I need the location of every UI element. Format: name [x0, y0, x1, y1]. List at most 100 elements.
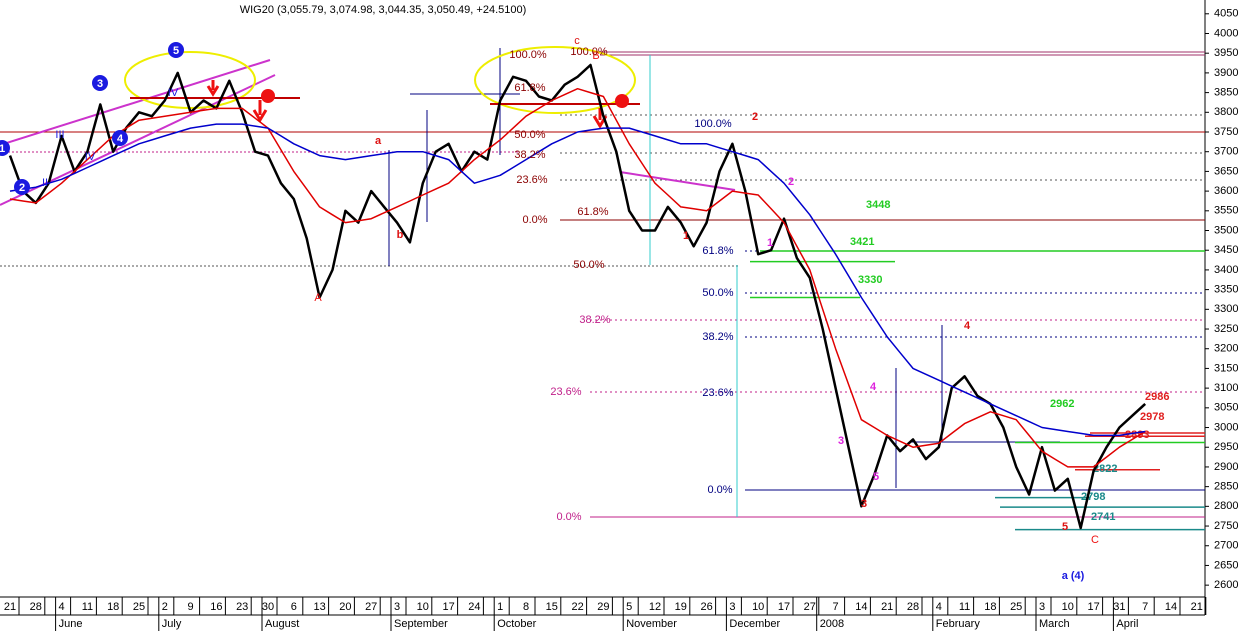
- y-tick-label: 2700: [1214, 540, 1238, 552]
- x-tick-label: 27: [804, 601, 816, 613]
- x-tick-label: 23: [236, 601, 248, 613]
- level-label: 3421: [850, 236, 874, 248]
- annotation: A: [314, 292, 322, 304]
- x-tick-label: 16: [210, 601, 222, 613]
- y-tick-label: 3050: [1214, 402, 1238, 414]
- annotation: c: [574, 35, 580, 47]
- level-label: 2986: [1145, 391, 1169, 403]
- x-tick-label: 11: [82, 601, 93, 613]
- wave-circle: [168, 42, 184, 58]
- signal-dot: [261, 89, 275, 103]
- x-tick-label: 3: [1039, 601, 1045, 613]
- annotation: B: [592, 50, 599, 62]
- annotation: 23.6%: [702, 387, 733, 399]
- month-label: February: [936, 618, 981, 630]
- y-tick-label: 4050: [1214, 8, 1238, 20]
- chart-title: WIG20 (3,055.79, 3,074.98, 3,044.35, 3,0…: [240, 4, 527, 16]
- annotation: 38.2%: [579, 314, 610, 326]
- annotation: 50.0%: [573, 259, 604, 271]
- x-tick-label: 28: [907, 601, 919, 613]
- annotation: 38.2%: [514, 149, 545, 161]
- annotation: 2: [752, 111, 758, 123]
- y-tick-label: 3450: [1214, 244, 1238, 256]
- x-tick-label: 24: [468, 601, 480, 613]
- decor: [0, 0, 1206, 616]
- x-tick-label: 20: [339, 601, 351, 613]
- x-tick-label: 26: [700, 601, 712, 613]
- x-tick-label: 21: [4, 601, 16, 613]
- annotation: 0.0%: [556, 511, 581, 523]
- y-tick-label: 3750: [1214, 126, 1238, 138]
- x-tick-label: 13: [313, 601, 325, 613]
- y-tick-label: 3250: [1214, 323, 1238, 335]
- x-tick-label: 28: [30, 601, 42, 613]
- x-tick-label: 27: [365, 601, 377, 613]
- annotation: 23.6%: [550, 386, 581, 398]
- x-tick-label: 11: [959, 601, 970, 613]
- wave-label: 2: [19, 182, 25, 194]
- annotation: 0.0%: [522, 214, 547, 226]
- x-tick-label: 31: [1113, 601, 1125, 613]
- x-tick-label: 18: [107, 601, 119, 613]
- annotation: 50.0%: [514, 129, 545, 141]
- x-tick-label: 10: [752, 601, 764, 613]
- y-tick-label: 3400: [1214, 264, 1238, 276]
- annotation: 1: [683, 230, 689, 242]
- y-tick-label: 4000: [1214, 27, 1238, 39]
- x-tick-label: 14: [855, 601, 867, 613]
- x-tick-label: 7: [1142, 601, 1148, 613]
- wave-label: 3: [97, 78, 103, 90]
- annotation: 100.0%: [570, 46, 608, 58]
- highlight-ellipse: [474, 46, 636, 114]
- annotation: 5: [873, 471, 879, 483]
- month-label: November: [626, 618, 677, 630]
- annotation: 100.0%: [509, 49, 547, 61]
- x-tick-label: 1: [497, 601, 503, 613]
- annotation: 61.8%: [577, 206, 608, 218]
- annotation: 4: [964, 320, 971, 332]
- y-tick-label: 2650: [1214, 559, 1238, 571]
- x-tick-label: 10: [1062, 601, 1074, 613]
- wave-circle: [14, 179, 30, 195]
- series-line: [9, 87, 1146, 468]
- annotation: 1: [767, 237, 773, 249]
- y-tick-label: 3500: [1214, 224, 1238, 236]
- annotation: IV: [85, 151, 96, 163]
- x-tick-label: 2: [162, 601, 168, 613]
- annotation: II: [42, 177, 48, 189]
- wave-label: 5: [173, 45, 179, 57]
- x-tick-label: 8: [523, 601, 529, 613]
- level-label: 2822: [1093, 463, 1117, 475]
- y-tick-label: 3600: [1214, 185, 1238, 197]
- x-tick-label: 12: [649, 601, 661, 613]
- y-tick-label: 3700: [1214, 146, 1238, 158]
- x-tick-label: 19: [675, 601, 687, 613]
- annotation: a: [375, 135, 382, 147]
- x-tick-label: 30: [262, 601, 274, 613]
- y-tick-label: 3350: [1214, 284, 1238, 296]
- annotation: 0.0%: [707, 484, 732, 496]
- annotation: 61.8%: [702, 245, 733, 257]
- x-tick-label: 21: [1191, 601, 1203, 613]
- sell-arrow: [206, 80, 608, 129]
- x-tick-label: 29: [597, 601, 609, 613]
- annotation: 4: [870, 381, 877, 393]
- annotation: 3: [861, 498, 867, 510]
- annotation: 100.0%: [694, 118, 732, 130]
- wave-circle: [92, 75, 108, 91]
- x-tick-label: 18: [984, 601, 996, 613]
- level-label: 2978: [1140, 411, 1164, 423]
- annotation: 5: [1062, 521, 1068, 533]
- x-tick-label: 17: [442, 601, 454, 613]
- wave-label: 1: [0, 143, 5, 155]
- x-tick-label: 10: [417, 601, 429, 613]
- annotation: b: [397, 229, 404, 241]
- y-tick-label: 2800: [1214, 500, 1238, 512]
- y-tick-label: 3900: [1214, 67, 1238, 79]
- level-label: 2962: [1050, 398, 1074, 410]
- x-tick-label: 15: [546, 601, 558, 613]
- month-label: July: [162, 618, 182, 630]
- annotation: a (4): [1062, 570, 1085, 582]
- month-label: March: [1039, 618, 1070, 630]
